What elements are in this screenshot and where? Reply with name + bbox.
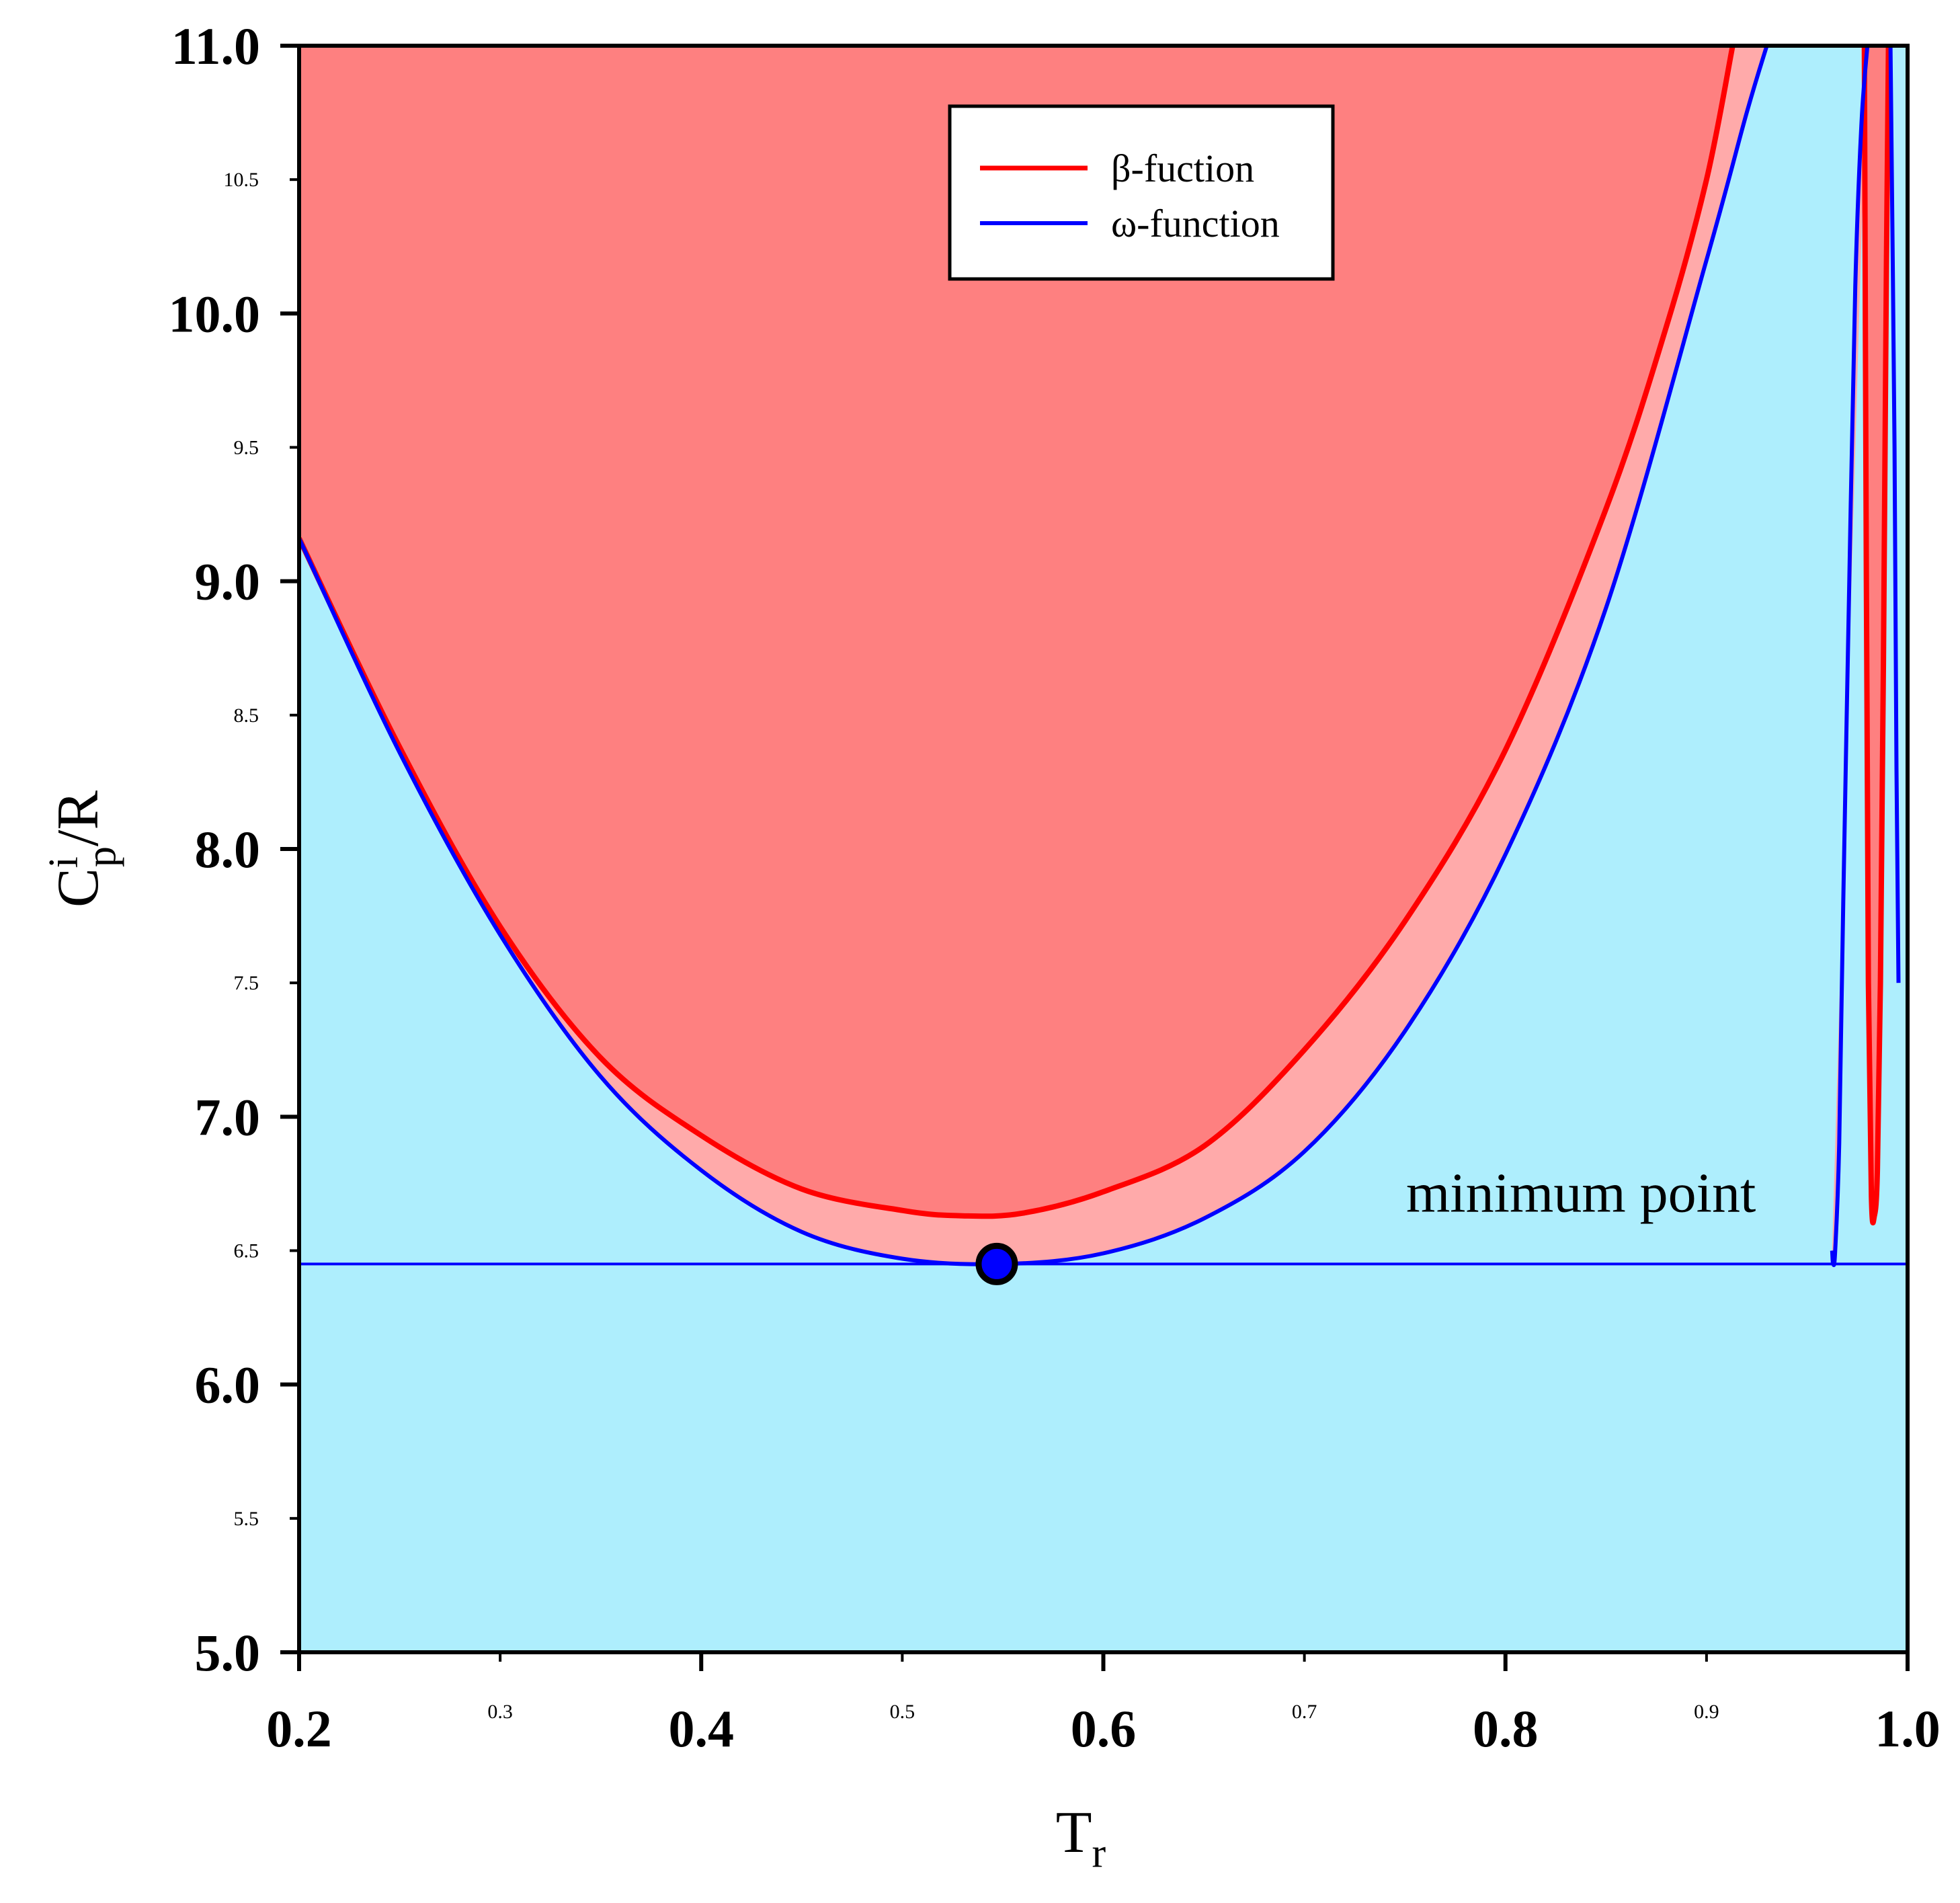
- y-tick-label: 10.0: [169, 284, 261, 343]
- y-minor-tick-label: 6.5: [234, 1240, 259, 1262]
- minimum-point-marker: [975, 1242, 1018, 1285]
- x-tick-label: 1.0: [1875, 1699, 1941, 1758]
- y-minor-tick-label: 9.5: [234, 437, 259, 459]
- x-minor-tick-label: 0.7: [1292, 1701, 1317, 1723]
- x-minor-tick-label: 0.5: [890, 1701, 915, 1723]
- x-axis-title: Tr: [1056, 1800, 1106, 1876]
- y-axis-title-rest: /R: [46, 791, 111, 846]
- y-minor-tick-label: 7.5: [234, 972, 259, 994]
- y-axis-title-sup: i: [41, 856, 87, 868]
- y-minor-tick-label: 5.5: [234, 1508, 259, 1530]
- legend-box: [948, 104, 1335, 281]
- y-tick-label: 6.0: [195, 1356, 261, 1414]
- x-minor-tick-label: 0.9: [1694, 1701, 1719, 1723]
- y-tick-label: 11.0: [171, 17, 260, 75]
- x-axis-title-main: T: [1056, 1800, 1092, 1865]
- omega-curve-branch-2: [1830, 46, 1870, 1267]
- y-tick-label: 9.0: [195, 553, 261, 611]
- omega-curve-branch-1: [299, 46, 1769, 1266]
- legend-label-omega: ω-function: [1111, 202, 1280, 245]
- omega-curve-branch-3: [1888, 46, 1901, 983]
- y-axis-title: Cip/R: [41, 791, 124, 907]
- y-minor-tick-label: 8.5: [234, 704, 259, 727]
- y-minor-tick-label: 10.5: [224, 169, 259, 191]
- x-tick-label: 0.6: [1071, 1699, 1137, 1758]
- x-tick-label: 0.4: [669, 1699, 735, 1758]
- y-axis-title-sub: p: [79, 846, 124, 867]
- legend-label-beta: β-fuction: [1111, 147, 1254, 190]
- y-tick-label: 8.0: [195, 820, 261, 879]
- beta-curve-branch-2: [1861, 46, 1891, 1225]
- axis-ticks: 0.2 0.4 0.6 0.8 1.0 0.3 0.5 0.7 0.9 5.0 6.0 7.0 8.0 9…: [169, 17, 1941, 1758]
- x-tick-label: 0.8: [1473, 1699, 1539, 1758]
- y-tick-label: 5.0: [195, 1623, 261, 1682]
- y-axis-title-main: C: [46, 868, 111, 907]
- region-fills: [299, 46, 1889, 1265]
- legend: β-fuction ω-function: [948, 104, 1335, 281]
- curves: [299, 46, 1901, 1267]
- x-minor-tick-label: 0.3: [487, 1701, 513, 1723]
- beta-curve-branch-1: [299, 46, 1736, 1219]
- annotation-minimum-point: minimum point: [1406, 1162, 1756, 1225]
- beta-region-fill: [299, 46, 1733, 1217]
- x-axis-title-sub: r: [1092, 1830, 1106, 1876]
- y-tick-label: 7.0: [195, 1088, 261, 1146]
- x-tick-label: 0.2: [266, 1699, 332, 1758]
